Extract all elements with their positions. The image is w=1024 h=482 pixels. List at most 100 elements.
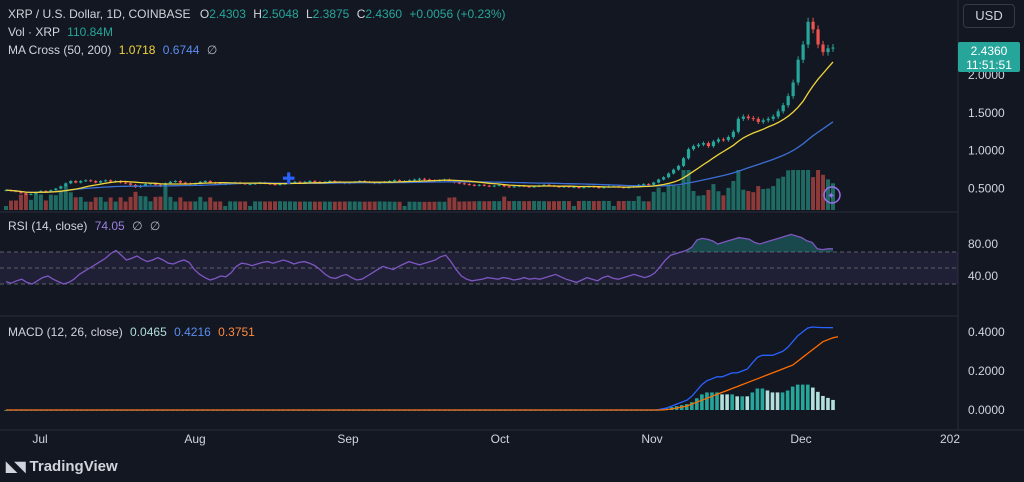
volume-bar — [352, 201, 357, 210]
volume-bar — [576, 201, 581, 210]
candle-body — [547, 184, 551, 186]
candle-body — [527, 186, 531, 188]
close-label: C — [356, 7, 366, 21]
candle-body — [467, 184, 471, 186]
volume-bar — [412, 201, 417, 210]
macd-histogram-bar — [816, 391, 820, 410]
volume-bar — [616, 201, 621, 210]
volume-bar — [243, 201, 248, 210]
candle-body — [666, 173, 671, 178]
volume-bar — [88, 201, 93, 210]
candle-body — [99, 181, 103, 183]
volume-bar — [8, 200, 13, 210]
time-tick-label: Dec — [790, 432, 811, 446]
volume-bar — [786, 170, 791, 210]
candle-body — [293, 181, 297, 183]
volume-bar — [43, 200, 48, 210]
volume-bar — [382, 201, 387, 210]
candle-body — [29, 193, 33, 195]
candle-body — [59, 186, 63, 189]
candle-body — [721, 139, 725, 141]
candle-body — [64, 183, 68, 187]
macd-histogram-bar — [690, 402, 694, 410]
macd-tick-label: 0.4000 — [968, 325, 1005, 339]
volume-bar — [447, 197, 452, 210]
volume-bar — [103, 201, 108, 210]
volume-bar — [507, 201, 512, 210]
signal-icon-glyph: ✦ — [827, 191, 835, 202]
volume-bar — [268, 201, 273, 210]
macd-histogram-bar — [775, 392, 780, 410]
volume-bar — [656, 187, 661, 210]
candle-body — [796, 59, 800, 83]
macd-histogram-bar — [695, 398, 699, 410]
volume-bar — [686, 170, 691, 210]
ma-cross-legend: MA Cross (50, 200) 1.0718 0.6744 ∅ — [8, 43, 217, 57]
volume-bar — [128, 196, 133, 210]
volume-bar — [253, 201, 258, 210]
volume-bar — [601, 200, 606, 210]
volume-bar — [33, 193, 38, 210]
volume-bar — [611, 206, 616, 210]
candle-body — [746, 116, 750, 119]
candle-body — [462, 183, 466, 185]
volume-bar — [816, 170, 821, 210]
volume-bar — [706, 189, 711, 210]
candle-body — [786, 96, 790, 106]
candle-body — [731, 131, 735, 138]
candle-body — [34, 192, 38, 194]
candle-body — [407, 180, 412, 182]
volume-bar — [23, 194, 28, 210]
candle-body — [203, 181, 207, 183]
candle-body — [691, 146, 696, 150]
macd-label: MACD (12, 26, close) — [8, 325, 123, 339]
candle-body — [84, 180, 88, 182]
macd-histogram-bar — [740, 396, 745, 410]
volume-bar — [372, 201, 377, 210]
macd-histogram-bar — [735, 396, 739, 410]
macd-histogram-bar — [800, 384, 805, 410]
candle-body — [208, 181, 212, 183]
candle-body — [44, 190, 48, 192]
volume-bar — [442, 201, 447, 210]
symbol-title: XRP / U.S. Dollar, 1D, COINBASE — [8, 7, 191, 21]
open-label: O — [199, 7, 210, 21]
volume-bar — [586, 201, 591, 210]
close-value: 2.4360 — [365, 7, 403, 21]
candle-body — [761, 120, 765, 122]
time-tick-label: Aug — [184, 432, 205, 446]
volume-bar — [327, 201, 332, 210]
volume-bar — [282, 201, 287, 210]
rsi-zero-2: ∅ — [149, 219, 161, 233]
volume-bar — [337, 201, 342, 210]
tradingview-brand[interactable]: ◣◥ TradingView — [6, 458, 118, 475]
volume-bar — [482, 201, 487, 210]
volume-bar — [641, 201, 646, 210]
candle-body — [109, 180, 113, 182]
volume-bar — [113, 201, 118, 210]
macd-tick-label: 0.2000 — [968, 364, 1005, 378]
candle-body — [597, 187, 601, 189]
macd-histogram-bar — [750, 392, 755, 410]
candle-body — [572, 187, 576, 189]
volume-bar — [621, 201, 626, 210]
volume-bar — [666, 184, 671, 210]
macd-histogram-bar — [795, 384, 800, 410]
candle-body — [422, 178, 427, 180]
volume-bar — [751, 192, 756, 210]
low-value: 2.3875 — [312, 7, 350, 21]
currency-button[interactable]: USD — [963, 4, 1015, 28]
candle-body — [716, 139, 721, 142]
volume-bar — [392, 201, 397, 210]
candle-body — [198, 181, 202, 184]
volume-bar — [258, 201, 263, 210]
macd-tick-label: 0.0000 — [968, 403, 1005, 417]
volume-bar — [801, 170, 806, 210]
volume-bar — [746, 191, 751, 210]
volume-bar — [53, 195, 58, 210]
volume-bar — [28, 199, 33, 210]
ma-cross-marker-icon: ✚ — [282, 169, 295, 188]
volume-bar — [178, 197, 183, 210]
volume-bar — [427, 201, 432, 210]
